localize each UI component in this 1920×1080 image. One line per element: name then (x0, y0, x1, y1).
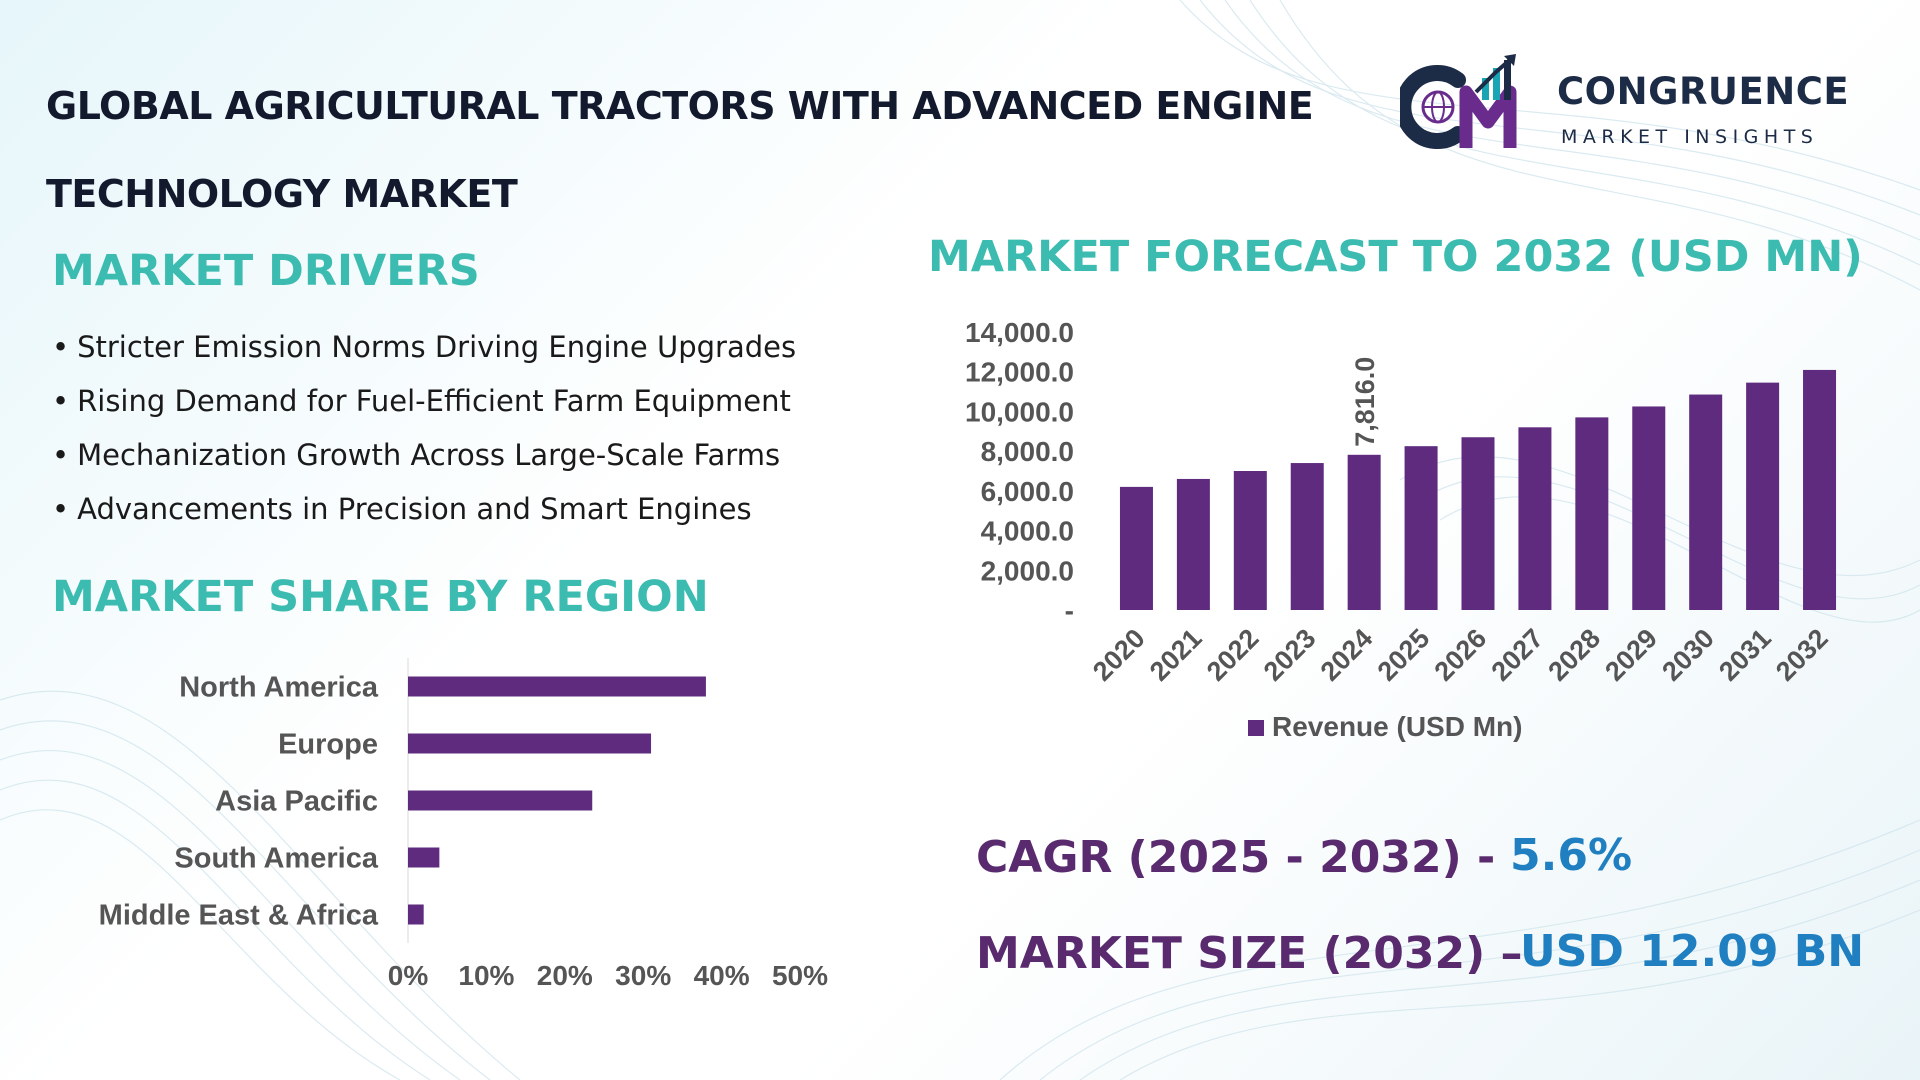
logo-mark-icon (1395, 54, 1517, 149)
region-bar (408, 790, 593, 811)
region-x-tick-label: 10% (458, 960, 514, 991)
forecast-x-tick-label: 2028 (1542, 623, 1606, 687)
forecast-bar (1746, 382, 1780, 610)
driver-item: • Rising Demand for Fuel-Efficient Farm E… (52, 384, 791, 418)
page-title: GLOBAL AGRICULTURAL TRACTORS WITH ADVANC… (46, 84, 1314, 216)
region-bar (408, 676, 706, 697)
region-category-label: Europe (278, 729, 378, 761)
forecast-y-tick-label: 2,000.0 (981, 555, 1074, 586)
region-bar (408, 847, 440, 868)
forecast-x-tick-label: 2020 (1087, 623, 1151, 687)
forecast-bar (1518, 427, 1552, 610)
forecast-bar (1119, 486, 1153, 610)
region-x-tick-label: 30% (615, 960, 671, 991)
market-size-label: MARKET SIZE (2032) – (976, 928, 1523, 979)
region-bar (408, 733, 652, 754)
forecast-y-tick-label: 6,000.0 (981, 476, 1074, 507)
forecast-bar (1632, 406, 1666, 610)
forecast-y-tick-label: 14,000.0 (965, 317, 1074, 348)
forecast-y-tick-label: 10,000.0 (965, 396, 1074, 427)
forecast-x-tick-label: 2024 (1315, 623, 1379, 687)
forecast-x-tick-label: 2031 (1713, 623, 1777, 687)
forecast-y-tick-label: 8,000.0 (981, 436, 1074, 467)
region-category-label: North America (179, 672, 379, 704)
forecast-bar (1803, 369, 1837, 610)
forecast-bar (1461, 437, 1495, 610)
forecast-y-tick-label: - (1065, 595, 1074, 626)
forecast-bar (1176, 478, 1210, 610)
driver-item: • Mechanization Growth Across Large-Scale… (52, 438, 781, 472)
region-x-tick-label: 50% (772, 960, 828, 991)
forecast-bar (1404, 446, 1438, 610)
logo-tagline: MARKET INSIGHTS (1561, 126, 1819, 148)
legend-swatch (1248, 720, 1264, 736)
forecast-bar (1575, 417, 1609, 610)
cagr-value: 5.6% (1510, 830, 1633, 881)
region-category-label: South America (174, 843, 378, 875)
forecast-x-tick-label: 2030 (1656, 623, 1720, 687)
logo-name: CONGRUENCE (1557, 70, 1850, 113)
forecast-y-tick-label: 4,000.0 (981, 516, 1074, 547)
region-x-tick-label: 40% (694, 960, 750, 991)
region-category-label: Asia Pacific (215, 786, 378, 818)
forecast-data-label: 7,816.0 (1350, 357, 1380, 447)
region-x-tick-label: 0% (388, 960, 429, 991)
region-heading: MARKET SHARE BY REGION (52, 572, 709, 622)
forecast-x-tick-label: 2023 (1258, 623, 1322, 687)
forecast-bar (1689, 394, 1723, 610)
drivers-heading: MARKET DRIVERS (52, 246, 480, 296)
forecast-y-tick-label: 12,000.0 (965, 357, 1074, 388)
driver-item: • Stricter Emission Norms Driving Engine … (52, 330, 797, 364)
forecast-bar (1347, 454, 1381, 610)
forecast-heading: MARKET FORECAST TO 2032 (USD MN) (928, 232, 1863, 282)
cagr-label: CAGR (2025 - 2032) - (976, 832, 1496, 883)
region-category-label: Middle East & Africa (99, 900, 379, 932)
region-x-tick-label: 20% (537, 960, 593, 991)
forecast-x-tick-label: 2025 (1372, 623, 1436, 687)
forecast-x-tick-label: 2021 (1144, 623, 1208, 687)
forecast-x-tick-label: 2029 (1599, 623, 1663, 687)
forecast-x-tick-label: 2032 (1770, 623, 1834, 687)
legend-label: Revenue (USD Mn) (1272, 711, 1522, 742)
forecast-x-tick-label: 2026 (1429, 623, 1493, 687)
drivers-list: • Stricter Emission Norms Driving Engine … (52, 320, 796, 536)
market-size-value: USD 12.09 BN (1520, 926, 1865, 977)
forecast-bar (1290, 463, 1324, 610)
company-logo: CONGRUENCE MARKET INSIGHTS (1395, 52, 1880, 156)
forecast-x-tick-label: 2027 (1485, 623, 1549, 687)
driver-item: • Advancements in Precision and Smart Eng… (52, 492, 752, 526)
forecast-bar (1233, 471, 1267, 610)
forecast-x-tick-label: 2022 (1201, 623, 1265, 687)
region-bar (408, 904, 424, 925)
